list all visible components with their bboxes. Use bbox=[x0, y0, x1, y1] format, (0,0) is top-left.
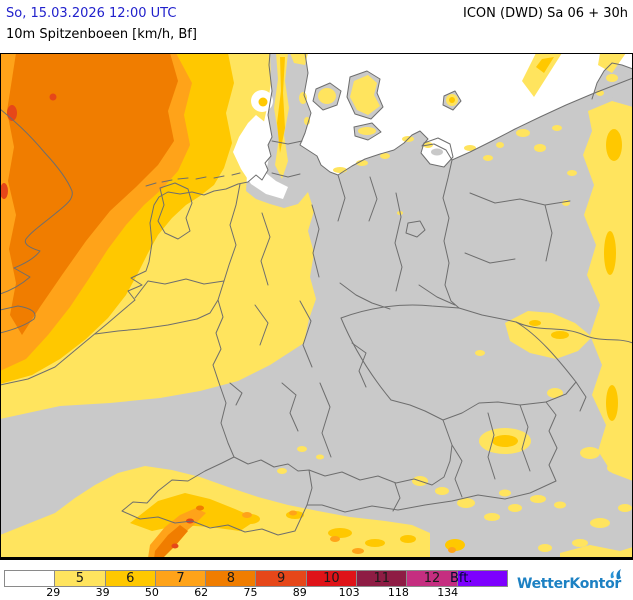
wetterkontor-logo-icon bbox=[610, 569, 621, 580]
wadden-islands bbox=[145, 172, 241, 187]
legend-kmh-value: 50 bbox=[144, 586, 159, 599]
legend-cell-6: 6 bbox=[104, 570, 156, 587]
austrian-state-borders bbox=[392, 404, 531, 512]
lagoon-outline bbox=[420, 137, 454, 168]
legend-kmh-value: 62 bbox=[194, 586, 209, 599]
border-cz bbox=[340, 304, 577, 421]
wetterkontor-logo[interactable]: WetterKontor bbox=[516, 576, 621, 592]
border-ch bbox=[121, 456, 313, 536]
border-fr-de bbox=[212, 299, 235, 458]
polish-internal-borders bbox=[464, 192, 571, 264]
danish-islands-outline bbox=[312, 70, 462, 141]
border-nl-be bbox=[134, 278, 225, 299]
legend-kmh-value: 89 bbox=[292, 586, 307, 599]
gust-band-alps bbox=[0, 446, 465, 560]
legend-cell-10: 10 bbox=[305, 570, 358, 587]
model-run-label: ICON (DWD) Sa 06 + 30h bbox=[463, 6, 628, 21]
legend-unit-label: Bft. bbox=[450, 571, 473, 586]
legend-cell-12: 12 bbox=[406, 570, 458, 587]
border-cz-sk bbox=[575, 381, 587, 412]
legend-kmh-row: 29 39 50 62 75 89 103 118 134 bbox=[0, 586, 633, 599]
continental-coastline bbox=[0, 53, 273, 386]
legend-scale: 5 6 7 8 9 10 11 12 bbox=[4, 570, 508, 587]
map-datetime: So, 15.03.2026 12:00 UTC bbox=[6, 6, 177, 21]
border-lines bbox=[0, 53, 633, 536]
uk-coastline bbox=[0, 108, 73, 334]
legend-kmh-value: 29 bbox=[46, 586, 61, 599]
legend-cell-extreme bbox=[456, 570, 508, 587]
border-at-east-south bbox=[306, 401, 558, 513]
border-nl-de bbox=[223, 183, 241, 282]
border-de-at bbox=[308, 419, 453, 486]
baltic-coastline bbox=[299, 53, 633, 176]
border-be-fr bbox=[94, 318, 198, 335]
calm-eye-core bbox=[258, 97, 268, 107]
legend-kmh-value: 134 bbox=[437, 586, 459, 599]
german-state-borders bbox=[229, 172, 456, 458]
legend-cell-5: 5 bbox=[54, 570, 106, 587]
border-pl-de bbox=[442, 159, 460, 309]
legend-cell-below bbox=[4, 570, 56, 587]
forecast-map bbox=[0, 53, 633, 560]
legend-kmh-value: 103 bbox=[338, 586, 360, 599]
sweden-coastline bbox=[591, 62, 633, 100]
legend-kmh-value: 75 bbox=[243, 586, 258, 599]
gust-patches-north-east bbox=[274, 53, 633, 481]
lagoon-island bbox=[431, 148, 443, 156]
gust-patches-southeast bbox=[412, 311, 633, 560]
border-be-de bbox=[196, 280, 225, 320]
border-pl-sk bbox=[515, 321, 633, 344]
legend-kmh-value: 39 bbox=[95, 586, 110, 599]
legend-kmh-value: 118 bbox=[387, 586, 409, 599]
weather-map-svg bbox=[0, 53, 633, 560]
map-parameter: 10m Spitzenboeen [km/h, Bf] bbox=[6, 27, 197, 42]
legend-cell-11: 11 bbox=[356, 570, 408, 587]
legend-cell-8: 8 bbox=[205, 570, 257, 587]
ijsselmeer-outline bbox=[157, 182, 193, 240]
legend-cell-9: 9 bbox=[255, 570, 307, 587]
border-dk-de bbox=[271, 140, 303, 145]
legend-cell-7: 7 bbox=[154, 570, 207, 587]
map-frame-bottom bbox=[0, 557, 633, 560]
